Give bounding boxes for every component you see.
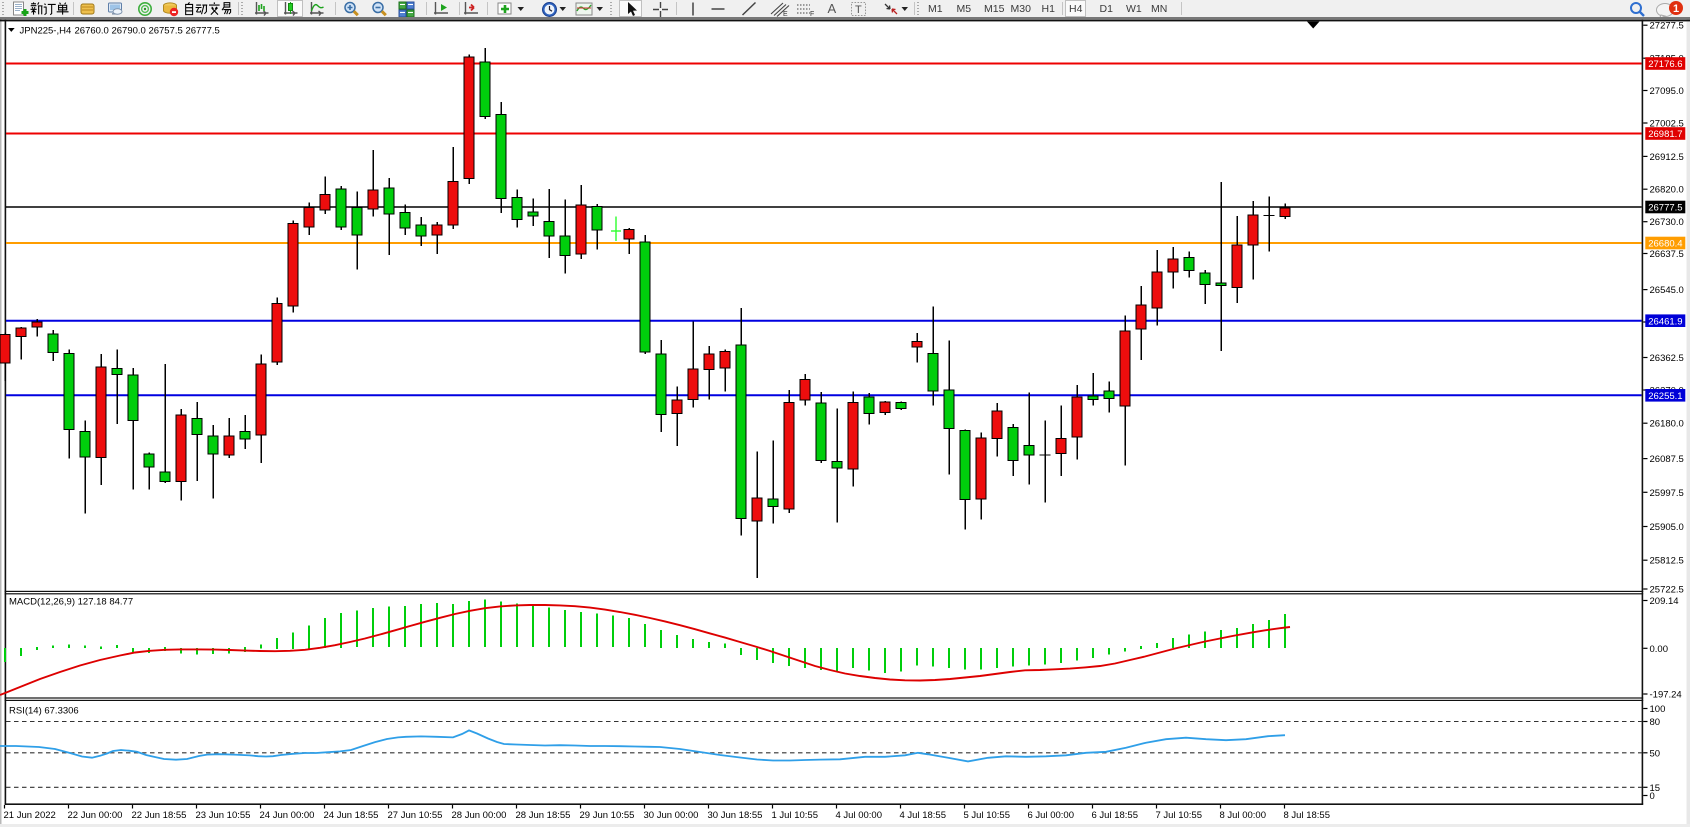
svg-text:26545.0: 26545.0 xyxy=(1650,285,1684,296)
svg-text:27002.5: 27002.5 xyxy=(1650,119,1684,130)
svg-text:25812.5: 25812.5 xyxy=(1650,556,1684,567)
svg-text:27 Jun 10:55: 27 Jun 10:55 xyxy=(388,810,443,821)
svg-text:MACD(12,26,9) 127.18 84.77: MACD(12,26,9) 127.18 84.77 xyxy=(9,597,133,608)
svg-text:26362.5: 26362.5 xyxy=(1650,353,1684,364)
svg-text:5 Jul 10:55: 5 Jul 10:55 xyxy=(964,810,1010,821)
svg-text:RSI(14) 67.3306: RSI(14) 67.3306 xyxy=(9,706,79,717)
svg-text:26730.0: 26730.0 xyxy=(1650,217,1684,228)
svg-text:T: T xyxy=(855,4,862,16)
svg-text:23 Jun 10:55: 23 Jun 10:55 xyxy=(196,810,251,821)
svg-text:26777.5: 26777.5 xyxy=(1648,203,1682,214)
svg-text:25905.0: 25905.0 xyxy=(1650,522,1684,533)
svg-text:26981.7: 26981.7 xyxy=(1648,129,1682,140)
svg-text:27277.5: 27277.5 xyxy=(1650,21,1684,32)
svg-text:100: 100 xyxy=(1650,704,1666,715)
svg-text:26912.5: 26912.5 xyxy=(1650,152,1684,163)
svg-text:27176.6: 27176.6 xyxy=(1648,59,1682,70)
svg-text:4 Jul 18:55: 4 Jul 18:55 xyxy=(900,810,946,821)
svg-text:6 Jul 00:00: 6 Jul 00:00 xyxy=(1028,810,1074,821)
svg-text:6 Jul 18:55: 6 Jul 18:55 xyxy=(1092,810,1138,821)
svg-text:1: 1 xyxy=(1673,3,1679,15)
svg-text:1 Jul 10:55: 1 Jul 10:55 xyxy=(772,810,818,821)
svg-text:26680.4: 26680.4 xyxy=(1648,239,1682,250)
svg-text:-197.24: -197.24 xyxy=(1650,690,1682,701)
svg-text:30 Jun 18:55: 30 Jun 18:55 xyxy=(708,810,763,821)
svg-text:50: 50 xyxy=(1650,748,1661,759)
svg-text:25997.5: 25997.5 xyxy=(1650,488,1684,499)
svg-text:21 Jun 2022: 21 Jun 2022 xyxy=(4,810,56,821)
svg-text:F: F xyxy=(810,11,814,17)
svg-text:26461.9: 26461.9 xyxy=(1648,316,1682,327)
svg-text:26087.5: 26087.5 xyxy=(1650,454,1684,465)
svg-text:28 Jun 00:00: 28 Jun 00:00 xyxy=(452,810,507,821)
svg-text:0.00: 0.00 xyxy=(1650,644,1669,655)
svg-text:209.14: 209.14 xyxy=(1650,596,1679,607)
svg-text:15: 15 xyxy=(1650,783,1661,794)
svg-text:26255.1: 26255.1 xyxy=(1648,391,1682,402)
svg-text:8 Jul 18:55: 8 Jul 18:55 xyxy=(1284,810,1330,821)
svg-text:8 Jul 00:00: 8 Jul 00:00 xyxy=(1220,810,1266,821)
svg-text:29 Jun 10:55: 29 Jun 10:55 xyxy=(580,810,635,821)
svg-text:22 Jun 00:00: 22 Jun 00:00 xyxy=(68,810,123,821)
svg-text:E: E xyxy=(783,11,788,17)
svg-text:0: 0 xyxy=(1650,791,1655,802)
svg-text:27095.0: 27095.0 xyxy=(1650,86,1684,97)
svg-text:26820.0: 26820.0 xyxy=(1650,185,1684,196)
svg-text:25722.5: 25722.5 xyxy=(1650,585,1684,596)
svg-text:26637.5: 26637.5 xyxy=(1650,249,1684,260)
svg-text:28 Jun 18:55: 28 Jun 18:55 xyxy=(516,810,571,821)
svg-text:4 Jul 00:00: 4 Jul 00:00 xyxy=(836,810,882,821)
svg-text:80: 80 xyxy=(1650,717,1661,728)
svg-text:30 Jun 00:00: 30 Jun 00:00 xyxy=(644,810,699,821)
svg-text:7 Jul 10:55: 7 Jul 10:55 xyxy=(1156,810,1202,821)
svg-text:24 Jun 00:00: 24 Jun 00:00 xyxy=(260,810,315,821)
svg-text:26180.0: 26180.0 xyxy=(1650,419,1684,430)
svg-text:24 Jun 18:55: 24 Jun 18:55 xyxy=(324,810,379,821)
svg-text:22 Jun 18:55: 22 Jun 18:55 xyxy=(132,810,187,821)
